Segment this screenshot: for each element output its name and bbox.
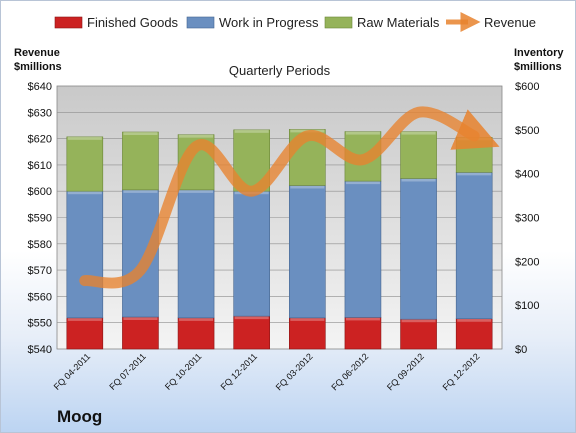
bar-segment-highlight <box>345 181 380 185</box>
bar-segment-finished-goods <box>177 317 215 350</box>
bar-segment-highlight <box>234 129 269 133</box>
right-tick-label: $600 <box>515 81 539 93</box>
bar-segment-highlight <box>123 132 158 136</box>
bar-segment-highlight <box>67 136 102 140</box>
right-tick-label: $500 <box>515 125 539 137</box>
bar-segment-raw-materials <box>66 136 104 192</box>
bar-segment-work-in-progress <box>66 190 104 319</box>
revenue-line <box>79 106 500 289</box>
revenue-point <box>306 135 308 137</box>
bar-segment-finished-goods <box>289 317 326 350</box>
left-tick-label: $610 <box>28 160 52 172</box>
bar-segment-highlight <box>345 317 380 321</box>
right-tick-label: $0 <box>515 344 527 356</box>
x-tick-label: FQ 12-2011 <box>219 351 260 392</box>
bar-segment-highlight <box>290 317 325 321</box>
bar-segment-finished-goods <box>344 317 382 350</box>
bar-segment-finished-goods <box>233 315 270 350</box>
bar-segment-highlight <box>401 178 436 182</box>
left-tick-label: $640 <box>28 81 52 93</box>
bar-segment-finished-goods <box>455 318 493 350</box>
right-tick-label: $200 <box>515 256 539 268</box>
bar-segment-raw-materials <box>455 136 493 173</box>
legend-swatch-work-in-progress <box>186 16 215 29</box>
right-tick-label: $300 <box>515 213 539 225</box>
left-tick-label: $590 <box>28 213 52 225</box>
revenue-point <box>362 159 364 161</box>
legend-swatch-finished-goods <box>54 16 83 29</box>
x-tick-label: FQ 12-2012 <box>441 351 482 392</box>
bar-segment-work-in-progress <box>455 172 493 320</box>
bar-segment-work-in-progress <box>177 189 215 319</box>
bar-segment-raw-materials <box>122 131 159 191</box>
bar-segment-highlight <box>401 319 436 323</box>
x-tick-label: FQ 06-2012 <box>329 351 370 392</box>
bar-segment-highlight <box>457 318 492 322</box>
bar-segment-finished-goods <box>122 316 159 350</box>
revenue-point <box>418 111 420 113</box>
legend: Finished Goods Work in Progress Raw Mate… <box>54 12 536 32</box>
bar-segment-work-in-progress <box>289 185 326 319</box>
company-name: Moog <box>57 407 102 426</box>
revenue-point <box>251 190 253 192</box>
bar-segment-highlight <box>345 131 380 135</box>
bar-segment-work-in-progress <box>233 190 270 317</box>
bar-segment-highlight <box>234 316 269 320</box>
revenue-point <box>84 280 86 282</box>
chart-title: Quarterly Periods <box>229 63 331 78</box>
left-axis-title-line1: Revenue <box>14 47 60 59</box>
left-tick-label: $550 <box>28 318 52 330</box>
bar-segment-highlight <box>179 134 214 138</box>
x-tick-label: FQ 03-2012 <box>274 351 315 392</box>
legend-label-raw-materials: Raw Materials <box>357 15 440 30</box>
right-axis-title-line1: Inventory <box>514 47 564 59</box>
left-tick-label: $580 <box>28 239 52 251</box>
right-tick-label: $400 <box>515 169 539 181</box>
x-tick-label: FQ 09-2012 <box>385 351 426 392</box>
left-tick-label: $570 <box>28 265 52 277</box>
revenue-line-group <box>79 106 500 289</box>
bar-segment-finished-goods <box>400 318 437 350</box>
left-tick-label: $620 <box>28 134 52 146</box>
left-tick-label: $540 <box>28 344 52 356</box>
bar-segment-highlight <box>179 189 214 193</box>
left-tick-label: $600 <box>28 186 52 198</box>
bar-segment-raw-materials <box>400 131 437 179</box>
bars <box>66 129 493 350</box>
legend-label-work-in-progress: Work in Progress <box>219 15 319 30</box>
bar-segment-highlight <box>123 317 158 321</box>
revenue-point <box>473 135 475 137</box>
revenue-point <box>195 145 197 147</box>
bar-segment-highlight <box>123 189 158 193</box>
bar-segment-highlight <box>401 131 436 135</box>
x-tick-label: FQ 04-2011 <box>52 351 93 392</box>
bar-segment-highlight <box>290 185 325 189</box>
bar-segment-highlight <box>179 317 214 321</box>
right-tick-label: $100 <box>515 300 539 312</box>
bar-segment-finished-goods <box>66 317 104 350</box>
left-tick-label: $630 <box>28 107 52 119</box>
x-tick-label: FQ 07-2011 <box>107 351 148 392</box>
left-tick-label: $560 <box>28 291 52 303</box>
bar-segment-highlight <box>67 191 102 195</box>
bar-segment-highlight <box>67 317 102 321</box>
bar-segment-work-in-progress <box>400 178 437 320</box>
bar-segment-work-in-progress <box>344 180 382 318</box>
right-axis-title-line2: $millions <box>514 61 562 73</box>
legend-swatch-raw-materials <box>324 16 353 29</box>
x-tick-label: FQ 10-2011 <box>163 351 204 392</box>
legend-label-revenue: Revenue <box>484 15 536 30</box>
bar-segment-highlight <box>457 172 492 176</box>
left-axis-title-line2: $millions <box>14 61 62 73</box>
revenue-point <box>139 269 141 271</box>
legend-label-finished-goods: Finished Goods <box>87 15 179 30</box>
